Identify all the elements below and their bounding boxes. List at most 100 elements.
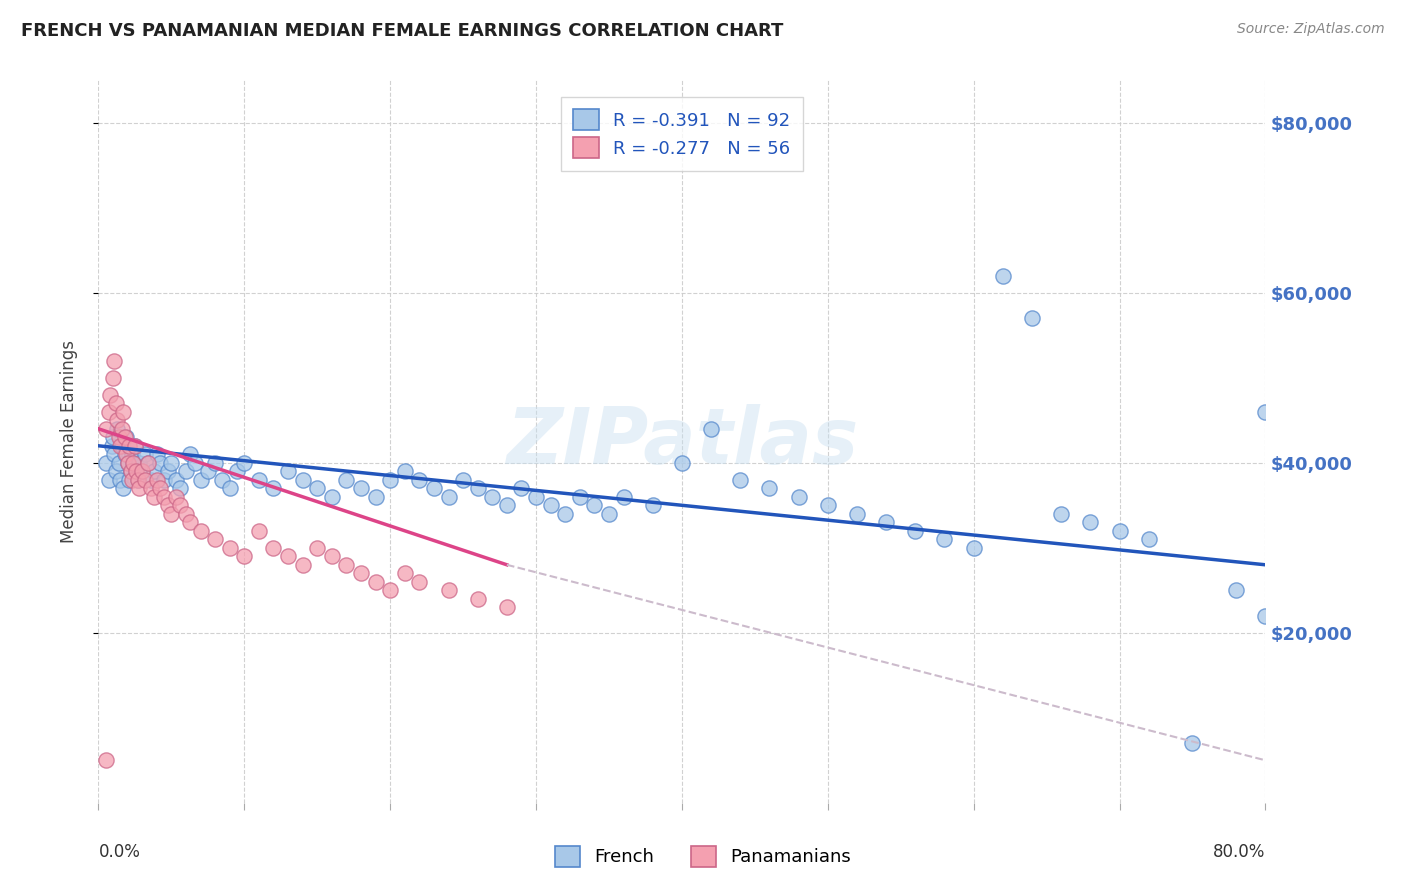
Point bbox=[103, 447, 125, 461]
Point bbox=[105, 422, 128, 436]
Point bbox=[128, 456, 150, 470]
Point bbox=[122, 456, 145, 470]
Point bbox=[904, 524, 927, 538]
Point bbox=[105, 413, 128, 427]
Point bbox=[481, 490, 503, 504]
Point bbox=[104, 464, 127, 478]
Point bbox=[165, 490, 187, 504]
Point bbox=[787, 490, 810, 504]
Point bbox=[394, 566, 416, 581]
Point bbox=[190, 524, 212, 538]
Point bbox=[103, 353, 125, 368]
Point bbox=[1137, 533, 1160, 547]
Point bbox=[160, 456, 183, 470]
Text: Source: ZipAtlas.com: Source: ZipAtlas.com bbox=[1237, 22, 1385, 37]
Point bbox=[554, 507, 576, 521]
Point bbox=[120, 464, 142, 478]
Point bbox=[204, 456, 226, 470]
Point bbox=[174, 464, 197, 478]
Point bbox=[641, 498, 664, 512]
Legend: R = -0.391   N = 92, R = -0.277   N = 56: R = -0.391 N = 92, R = -0.277 N = 56 bbox=[561, 96, 803, 170]
Point bbox=[160, 507, 183, 521]
Point bbox=[121, 447, 143, 461]
Point bbox=[496, 498, 519, 512]
Point bbox=[165, 473, 187, 487]
Point bbox=[149, 481, 172, 495]
Point bbox=[134, 447, 156, 461]
Point bbox=[127, 473, 149, 487]
Point bbox=[730, 473, 752, 487]
Point bbox=[169, 481, 191, 495]
Point bbox=[136, 456, 159, 470]
Point bbox=[1021, 311, 1043, 326]
Point bbox=[962, 541, 984, 555]
Point bbox=[179, 447, 201, 461]
Point bbox=[114, 430, 136, 444]
Point bbox=[104, 396, 127, 410]
Point bbox=[131, 464, 153, 478]
Point bbox=[97, 473, 120, 487]
Point bbox=[139, 473, 162, 487]
Point bbox=[128, 481, 150, 495]
Point bbox=[671, 456, 693, 470]
Point bbox=[204, 533, 226, 547]
Point bbox=[496, 600, 519, 615]
Text: ZIPatlas: ZIPatlas bbox=[506, 403, 858, 480]
Point bbox=[423, 481, 446, 495]
Point bbox=[190, 473, 212, 487]
Point bbox=[122, 456, 145, 470]
Point bbox=[451, 473, 474, 487]
Point bbox=[364, 490, 387, 504]
Point bbox=[1080, 516, 1102, 530]
Point bbox=[157, 498, 180, 512]
Point bbox=[467, 591, 489, 606]
Point bbox=[1108, 524, 1130, 538]
Point bbox=[700, 422, 723, 436]
Point bbox=[262, 481, 284, 495]
Point bbox=[247, 473, 270, 487]
Point bbox=[169, 498, 191, 512]
Point bbox=[94, 753, 117, 767]
Point bbox=[149, 456, 172, 470]
Point bbox=[131, 464, 153, 478]
Point bbox=[117, 456, 139, 470]
Point bbox=[179, 516, 201, 530]
Point bbox=[94, 422, 117, 436]
Point bbox=[174, 507, 197, 521]
Point bbox=[321, 490, 343, 504]
Point bbox=[335, 558, 357, 572]
Point bbox=[846, 507, 869, 521]
Point bbox=[218, 541, 240, 555]
Point bbox=[1254, 608, 1277, 623]
Point bbox=[568, 490, 591, 504]
Point bbox=[1181, 736, 1204, 750]
Point bbox=[364, 574, 387, 589]
Point bbox=[408, 574, 430, 589]
Point bbox=[524, 490, 547, 504]
Point bbox=[1254, 405, 1277, 419]
Point bbox=[108, 456, 131, 470]
Point bbox=[335, 473, 357, 487]
Point bbox=[350, 566, 373, 581]
Point bbox=[127, 473, 149, 487]
Point bbox=[114, 447, 136, 461]
Point bbox=[124, 439, 146, 453]
Point bbox=[262, 541, 284, 555]
Point bbox=[121, 473, 143, 487]
Text: 0.0%: 0.0% bbox=[98, 843, 141, 861]
Point bbox=[277, 549, 299, 564]
Point bbox=[153, 490, 176, 504]
Point bbox=[510, 481, 533, 495]
Point bbox=[380, 583, 402, 598]
Point bbox=[101, 371, 124, 385]
Point bbox=[124, 439, 146, 453]
Point bbox=[758, 481, 780, 495]
Point bbox=[110, 439, 132, 453]
Point bbox=[247, 524, 270, 538]
Point bbox=[1225, 583, 1247, 598]
Point bbox=[321, 549, 343, 564]
Point bbox=[112, 481, 135, 495]
Point bbox=[142, 464, 165, 478]
Point bbox=[291, 558, 314, 572]
Point bbox=[394, 464, 416, 478]
